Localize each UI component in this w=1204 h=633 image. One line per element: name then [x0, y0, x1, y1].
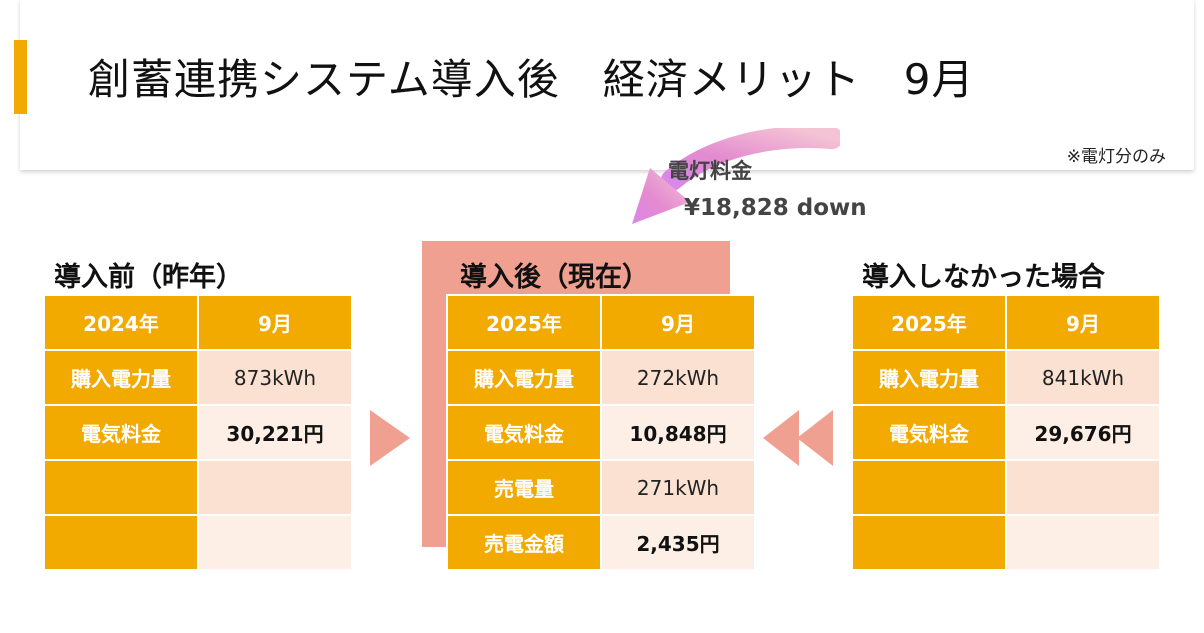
table-before: 2024年 9月 購入電力量 873kWh 電気料金 30,221円 — [43, 294, 353, 571]
table-row: 購入電力量 272kWh — [446, 349, 756, 406]
table-row — [851, 459, 1161, 516]
row-value: 30,221円 — [197, 404, 353, 461]
row-value — [1005, 514, 1161, 571]
row-value: 29,676円 — [1005, 404, 1161, 461]
table-row: 購入電力量 841kWh — [851, 349, 1161, 406]
title-accent-bar — [14, 40, 27, 114]
row-value: 841kWh — [1005, 349, 1161, 406]
row-value: 2,435円 — [600, 514, 756, 571]
row-value: 873kWh — [197, 349, 353, 406]
table-row — [43, 514, 353, 571]
row-label: 購入電力量 — [446, 349, 602, 406]
row-value — [197, 459, 353, 516]
row-value: 10,848円 — [600, 404, 756, 461]
header-year: 2025年 — [851, 294, 1007, 351]
header-year: 2025年 — [446, 294, 602, 351]
table-row: 2024年 9月 — [43, 294, 353, 351]
header-month: 9月 — [600, 294, 756, 351]
table-row: 売電量 271kWh — [446, 459, 756, 516]
row-label — [851, 459, 1007, 516]
table-after: 2025年 9月 購入電力量 272kWh 電気料金 10,848円 売電量 2… — [446, 294, 756, 571]
row-label: 購入電力量 — [43, 349, 199, 406]
row-value — [197, 514, 353, 571]
page-title: 創蓄連携システム導入後 経済メリット 9月 — [88, 55, 975, 104]
row-label: 売電金額 — [446, 514, 602, 571]
callout-savings-value: ¥18,828 down — [684, 195, 867, 221]
scope-note: ※電灯分のみ — [1066, 147, 1166, 167]
table-row: 電気料金 10,848円 — [446, 404, 756, 461]
table-row — [851, 514, 1161, 571]
row-label — [851, 514, 1007, 571]
table-row: 電気料金 29,676円 — [851, 404, 1161, 461]
table-row: 売電金額 2,435円 — [446, 514, 756, 571]
arrow-right-icon — [370, 410, 410, 466]
row-label: 電気料金 — [43, 404, 199, 461]
callout-label: 電灯料金 — [668, 159, 752, 183]
row-label: 電気料金 — [446, 404, 602, 461]
header-month: 9月 — [1005, 294, 1161, 351]
row-label — [43, 514, 199, 571]
section-title-without: 導入しなかった場合 — [862, 262, 1105, 293]
row-label — [43, 459, 199, 516]
table-row: 2025年 9月 — [446, 294, 756, 351]
table-row — [43, 459, 353, 516]
section-title-after: 導入後（現在） — [460, 262, 649, 293]
double-arrow-left-icon — [763, 410, 833, 466]
row-label: 購入電力量 — [851, 349, 1007, 406]
header-card — [20, 0, 1194, 170]
header-year: 2024年 — [43, 294, 199, 351]
row-value: 271kWh — [600, 459, 756, 516]
header-month: 9月 — [197, 294, 353, 351]
table-row: 2025年 9月 — [851, 294, 1161, 351]
curved-down-arrow-icon — [632, 128, 840, 224]
row-label: 電気料金 — [851, 404, 1007, 461]
row-value — [1005, 459, 1161, 516]
row-value: 272kWh — [600, 349, 756, 406]
table-row: 電気料金 30,221円 — [43, 404, 353, 461]
section-title-before: 導入前（昨年） — [54, 262, 243, 293]
row-label: 売電量 — [446, 459, 602, 516]
table-without: 2025年 9月 購入電力量 841kWh 電気料金 29,676円 — [851, 294, 1161, 571]
table-row: 購入電力量 873kWh — [43, 349, 353, 406]
